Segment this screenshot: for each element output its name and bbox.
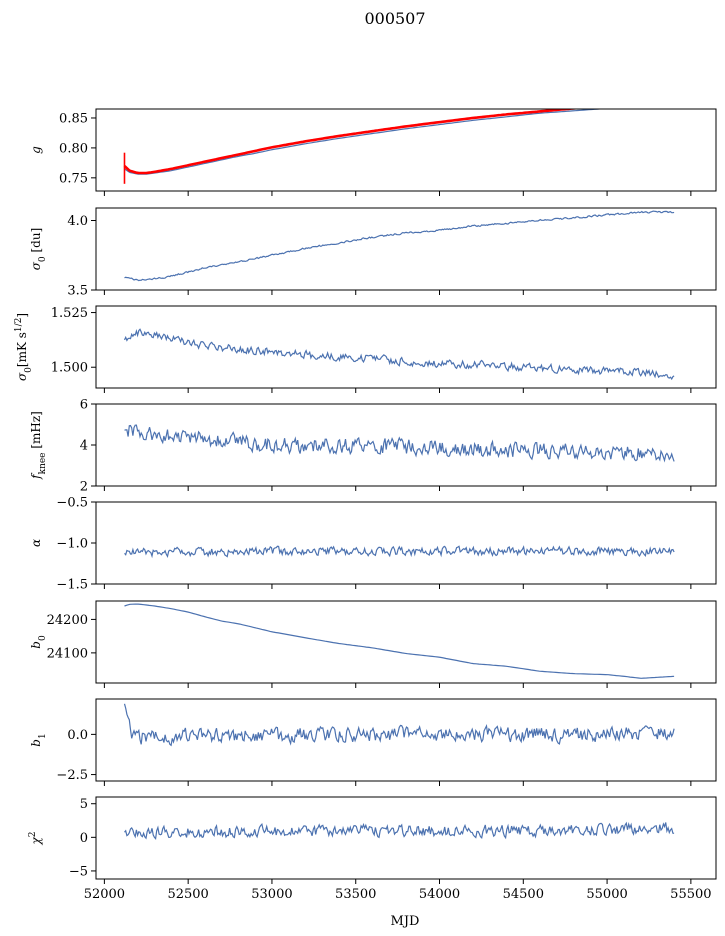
series-line-1 xyxy=(124,603,675,679)
y-tick-label: −1.0 xyxy=(56,537,88,552)
y-tick-label: 4 xyxy=(80,439,88,454)
panel-8: −5 0 5 52000 52500 53000 53500 54000 54500 55000 5… xyxy=(28,796,717,902)
x-tick-label: 53500 xyxy=(335,887,376,902)
y-tick-label: 0.80 xyxy=(59,141,88,156)
x-axis-label: MJD xyxy=(391,914,420,929)
y-tick-label: −0.5 xyxy=(56,496,88,511)
panel-2: 3.5 4.0 σ0 [du] xyxy=(29,207,717,299)
y-axis-label: fknee [mHz] xyxy=(29,411,48,480)
panel-1: 0.75 0.80 0.85 g xyxy=(29,108,717,196)
y-tick-label: 0.0 xyxy=(67,728,88,743)
panels: 0.75 0.80 0.85 g 3.5 4.0 σ0 [du] 1.500 1.525 σ0[m… xyxy=(14,108,717,902)
x-tick-label: 55000 xyxy=(586,887,627,902)
panel-frame xyxy=(95,207,717,291)
x-tick-label: 52000 xyxy=(84,887,125,902)
series-line-1 xyxy=(124,424,675,463)
y-tick-label: 1.500 xyxy=(51,361,88,376)
series-line-1 xyxy=(123,703,675,747)
y-tick-label: −5 xyxy=(69,864,88,879)
panel-6: 24100 24200 b0 xyxy=(29,600,717,688)
y-tick-label: −2.5 xyxy=(56,768,88,783)
series-line-1 xyxy=(124,210,675,282)
y-axis-label: b1 xyxy=(29,733,48,746)
panel-frame xyxy=(95,698,717,782)
y-axis-label: σ0[mK s1/2] xyxy=(14,313,34,381)
x-tick-label: 54500 xyxy=(503,887,544,902)
figure-title: 000507 xyxy=(364,9,425,28)
series-line-1 xyxy=(124,821,675,840)
y-tick-label: 0.85 xyxy=(59,111,88,126)
panel-5: −1.5 −1.0 −0.5 α xyxy=(29,496,717,593)
y-tick-label: 0.75 xyxy=(59,171,88,186)
y-tick-label: 24100 xyxy=(47,646,88,661)
y-tick-label: 24200 xyxy=(47,613,88,628)
panel-frame xyxy=(95,796,717,880)
y-tick-label: 5 xyxy=(80,797,88,812)
panel-frame xyxy=(95,305,717,389)
y-axis-label: χ2 xyxy=(28,831,43,845)
y-tick-label: 2 xyxy=(80,480,88,495)
y-axis-label: σ0 [du] xyxy=(29,228,48,271)
y-tick-label: 1.525 xyxy=(51,306,88,321)
panel-frame xyxy=(95,108,717,192)
y-axis-label: b0 xyxy=(29,635,48,649)
series-line-1 xyxy=(124,545,675,559)
panel-frame xyxy=(95,501,717,585)
panel-frame xyxy=(95,403,717,487)
x-tick-label: 52500 xyxy=(167,887,208,902)
y-tick-label: −1.5 xyxy=(56,578,88,593)
panel-7: −2.5 0.0 b1 xyxy=(29,698,717,786)
y-axis-label: g xyxy=(29,146,43,154)
y-tick-label: 3.5 xyxy=(67,284,88,299)
series-line-1 xyxy=(124,109,607,175)
y-tick-label: 0 xyxy=(80,831,88,846)
x-tick-label: 55500 xyxy=(670,887,711,902)
panel-4: 2 4 6 fknee [mHz] xyxy=(29,398,717,495)
y-tick-label: 4.0 xyxy=(67,214,88,229)
y-axis-label: α xyxy=(29,539,43,547)
y-tick-label: 6 xyxy=(80,398,88,413)
series-line-2 xyxy=(123,109,584,175)
x-tick-label: 54000 xyxy=(419,887,460,902)
panel-frame xyxy=(95,600,717,684)
series-line-1 xyxy=(123,328,675,381)
panel-3: 1.500 1.525 σ0[mK s1/2] xyxy=(14,305,717,393)
x-tick-label: 53000 xyxy=(251,887,292,902)
